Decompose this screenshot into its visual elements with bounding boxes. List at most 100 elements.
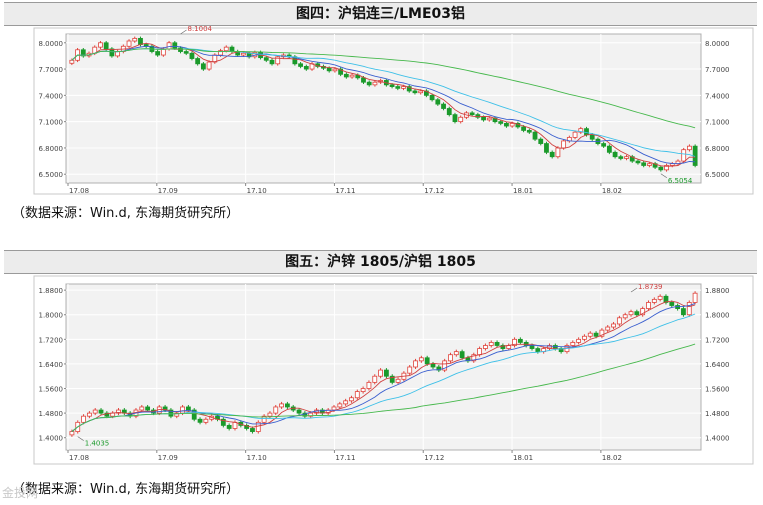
y-tick-label-right: 6.8000 (705, 145, 730, 153)
annotation-label: 8.1004 (188, 26, 213, 33)
candle-body (261, 415, 267, 423)
candle-body (178, 47, 183, 52)
candle-body (471, 354, 477, 362)
annotation-pointer (180, 29, 187, 35)
candle-body (126, 40, 132, 47)
candle-body (635, 160, 641, 164)
y-tick-label-right: 6.5000 (705, 171, 730, 179)
y-tick-label-right: 1.4000 (705, 435, 730, 443)
candle-body (338, 68, 344, 75)
candle-body (634, 311, 640, 316)
candle-body (646, 302, 651, 309)
x-tick-label: 18.02 (602, 187, 622, 195)
candle-body (601, 143, 607, 147)
y-tick-label-right: 1.7200 (705, 336, 730, 344)
candle-body (587, 332, 593, 337)
candle-body (442, 360, 448, 371)
candle-body (269, 59, 275, 65)
x-tick-label: 17.09 (158, 187, 178, 195)
candle-body (384, 369, 389, 377)
candle-body (395, 378, 401, 383)
candle-body (606, 145, 612, 153)
y-tick-label-right: 1.8800 (705, 287, 730, 295)
candle-body (605, 326, 611, 331)
y-tick-label-right: 1.6400 (705, 361, 730, 369)
candle-body (640, 308, 646, 316)
candle-body (669, 302, 675, 306)
candle-body (407, 366, 413, 374)
candle-body (477, 348, 482, 356)
candle-body (486, 117, 492, 121)
candle-body (223, 46, 229, 52)
candle-body (168, 409, 174, 417)
candle-body (206, 61, 212, 70)
chart-title-5: 图五：沪锌 1805/沪铝 1805 (4, 250, 757, 274)
candle-body (526, 130, 532, 133)
candle-body (98, 409, 104, 414)
candle-body (267, 412, 273, 417)
candle-body (132, 37, 138, 42)
x-tick-label: 17.11 (335, 454, 355, 462)
candle-body (372, 81, 378, 86)
candle-body (273, 406, 279, 414)
candle-body (355, 74, 361, 79)
candle-body (275, 56, 281, 65)
candle-body (226, 425, 232, 429)
candle-body (366, 381, 372, 389)
candle-body (203, 418, 209, 423)
candle-body (361, 77, 366, 83)
candle-body (622, 314, 628, 319)
candle-body (424, 357, 430, 365)
y-tick-label-left: 1.4000 (39, 435, 64, 443)
candle-body (218, 50, 223, 56)
y-tick-label-left: 1.8800 (39, 287, 64, 295)
candle-body (481, 116, 486, 121)
candle-body (331, 406, 337, 411)
x-tick-label: 17.11 (335, 187, 355, 195)
candle-body (241, 52, 246, 56)
annotation-pointer (77, 436, 84, 441)
candle-body (349, 397, 354, 402)
candle-body (401, 86, 406, 89)
x-tick-label: 18.01 (513, 187, 533, 195)
candle-body (103, 42, 109, 50)
candlestick-chart-5: 1.8800 1.8800 1.8000 1.8000 1.7200 1.7200 1.64… (33, 275, 754, 465)
candle-body (488, 342, 494, 346)
candle-body (406, 86, 412, 92)
candle-body (641, 162, 647, 166)
candle-body (448, 354, 453, 362)
candle-body (200, 63, 206, 70)
candle-body (681, 308, 686, 316)
candle-body (197, 418, 203, 423)
candle-body (389, 84, 395, 87)
candle-body (162, 406, 168, 411)
candle-body (504, 123, 509, 127)
ma-line-ma60 (71, 48, 696, 129)
candle-body (547, 345, 552, 349)
x-tick-label: 18.02 (602, 454, 622, 462)
watermark-logo: 金投网 (2, 486, 39, 500)
candle-body (109, 48, 115, 57)
candle-body (687, 145, 692, 151)
candle-body (538, 138, 544, 144)
candle-body (174, 412, 180, 417)
candle-body (532, 131, 538, 140)
candle-body (220, 418, 226, 426)
y-tick-label-right: 1.5600 (705, 386, 730, 394)
y-tick-label-left: 1.6400 (39, 361, 64, 369)
candle-body (372, 375, 378, 383)
candle-body (250, 428, 255, 432)
candle-body (624, 156, 629, 159)
candle-body (612, 151, 618, 158)
candle-body (81, 415, 86, 423)
candle-body (561, 140, 567, 149)
candle-body (185, 406, 191, 411)
candle-body (116, 409, 121, 414)
candle-body (332, 68, 338, 72)
candle-body (576, 338, 582, 343)
candle-body (549, 151, 555, 158)
candle-body (326, 67, 332, 72)
candle-body (657, 295, 663, 300)
ma-line-ma60 (71, 343, 696, 432)
candle-body (296, 409, 302, 414)
